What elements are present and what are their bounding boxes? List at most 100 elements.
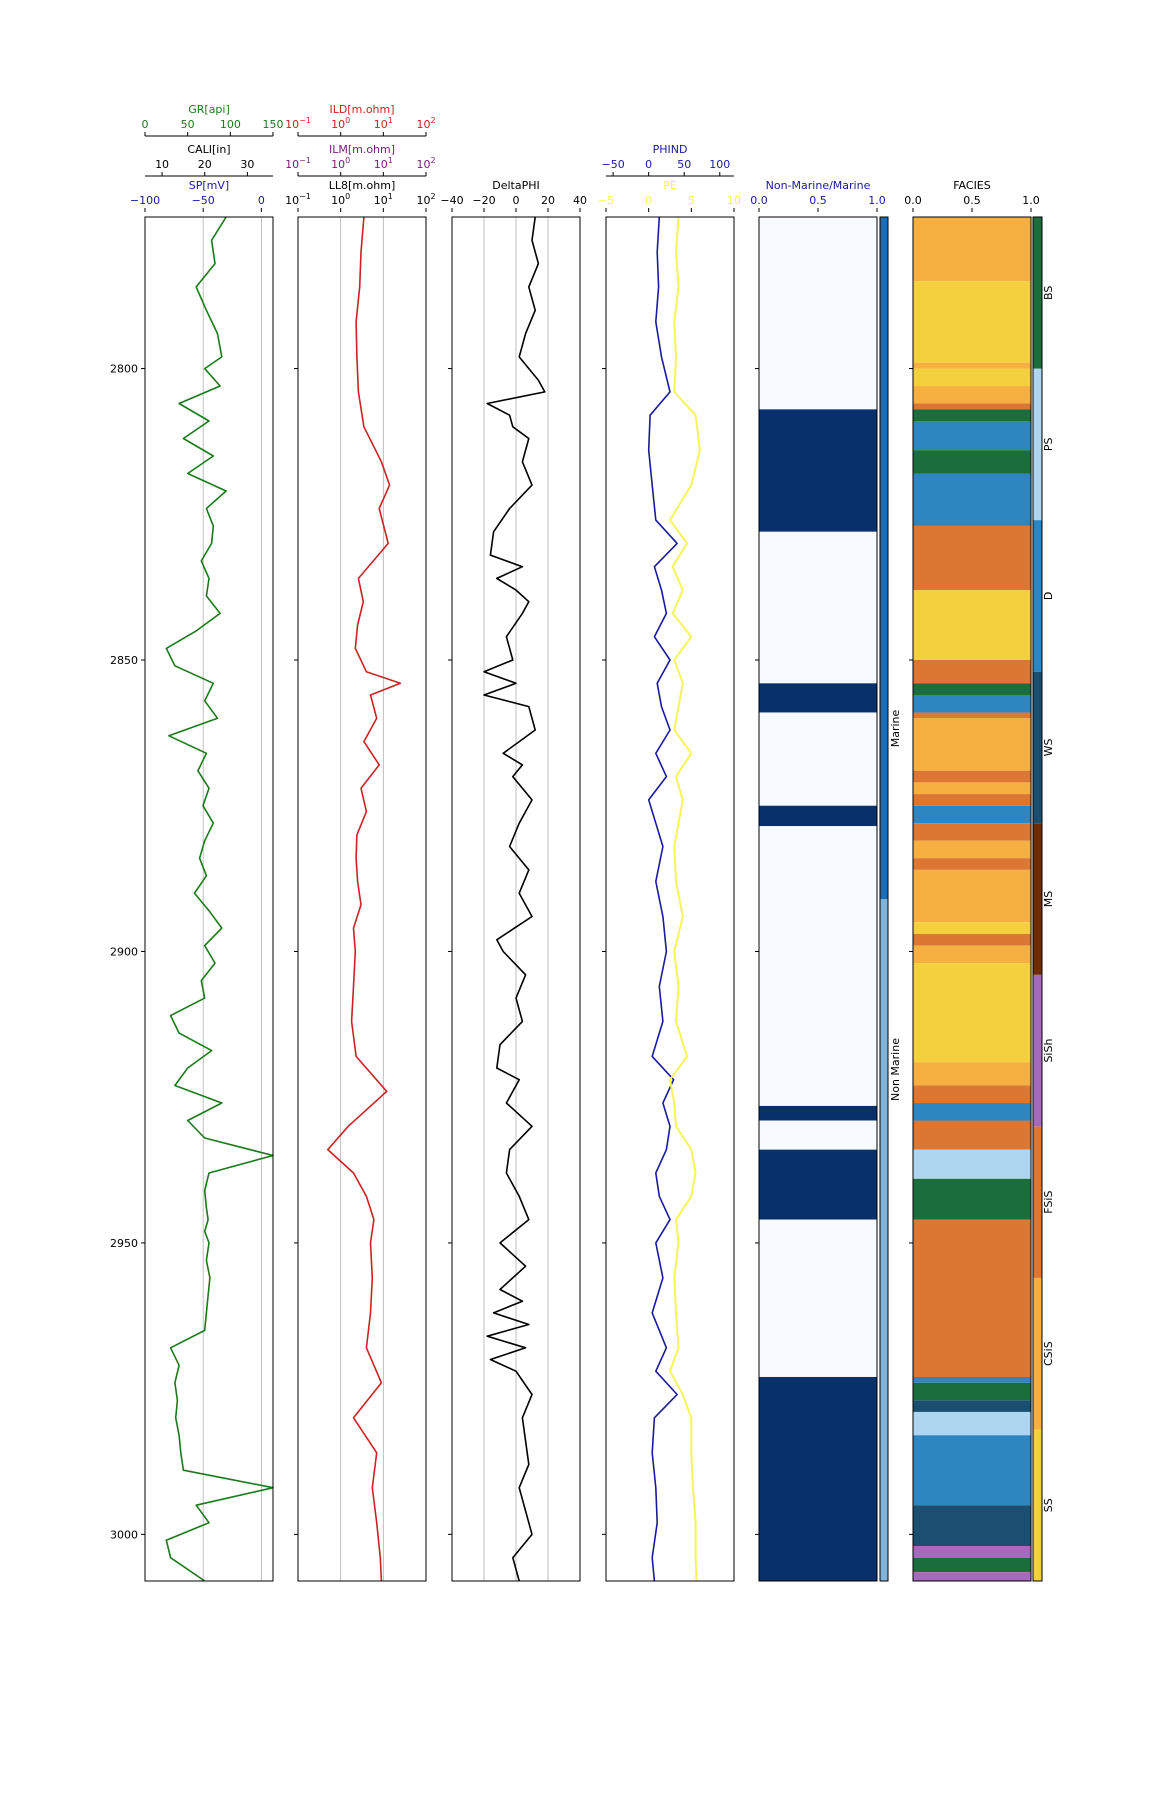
colorbar-segment [1033, 520, 1042, 672]
colorbar-segment [880, 899, 888, 1581]
interval-block [913, 1062, 1031, 1086]
interval-block [913, 1376, 1031, 1383]
tick-label: 101 [374, 156, 393, 171]
tick-label: 100 [709, 158, 730, 171]
colorbar-segment [1033, 974, 1042, 1127]
axis-ild-m-ohm-: 10−1 100 101 102 ILD[m.ohm] [285, 103, 436, 137]
colorbar-frame [1032, 216, 1043, 1582]
axis-gr-api-: 0 50 100 150 GR[api] [142, 103, 284, 137]
track-frame [912, 216, 1032, 1582]
axis-title: DeltaPHI [492, 179, 540, 192]
interval-block [913, 782, 1031, 795]
interval-block [759, 805, 877, 827]
axis-title: ILD[m.ohm] [329, 103, 394, 116]
interval-block [913, 660, 1031, 684]
colorbar-segment [1033, 1126, 1042, 1278]
tick-label: −40 [440, 194, 463, 207]
interval-block [913, 1149, 1031, 1179]
colorbar-label: CSiS [1042, 1341, 1055, 1366]
tick-label: 50 [677, 158, 691, 171]
interval-block [913, 409, 1031, 422]
colorbar-segment [1033, 1277, 1042, 1430]
tick-label: 5 [688, 194, 695, 207]
depth-tick-label: 3000 [110, 1528, 138, 1541]
interval-block [913, 1435, 1031, 1506]
interval-block [759, 1149, 877, 1220]
colorbar-label: Marine [889, 709, 902, 747]
tick-label: 10−1 [285, 156, 311, 171]
tick-label: 100 [331, 156, 350, 171]
interval-block [913, 770, 1031, 783]
axis-pe: −5 0 5 10 PE [598, 179, 741, 212]
axis-title: ILM[m.ohm] [329, 143, 395, 156]
axis-title: PE [663, 179, 677, 192]
tick-label: 0.0 [750, 194, 768, 207]
tick-label: −5 [598, 194, 614, 207]
interval-block [913, 368, 1031, 387]
colorbar-label: D [1042, 592, 1055, 600]
interval-block [759, 217, 877, 410]
curve-phind [647, 216, 678, 1582]
tick-label: 102 [416, 156, 435, 171]
interval-block [913, 869, 1031, 923]
interval-block [913, 525, 1031, 591]
tick-label: −50 [192, 194, 215, 207]
colorbar-label: WS [1042, 738, 1055, 756]
interval-block [913, 1557, 1031, 1573]
interval-block [913, 794, 1031, 806]
interval-block [913, 1400, 1031, 1412]
axis-deltaphi: −40 −20 0 20 40 DeltaPHI [440, 179, 587, 212]
track-frame [144, 216, 274, 1582]
axis-title: FACIES [953, 179, 991, 192]
axis-phind: −50 0 50 100 PHIND [602, 143, 734, 177]
interval-block [759, 1105, 877, 1121]
axis-title: Non-Marine/Marine [766, 179, 871, 192]
colorbar-label: SS [1042, 1498, 1055, 1512]
tick-label: 100 [220, 118, 241, 131]
colorbar-segment [880, 217, 888, 899]
tick-label: 1.0 [1022, 194, 1040, 207]
interval-block [913, 1505, 1031, 1547]
tick-label: 0 [513, 194, 520, 207]
curve-gr-api- [165, 216, 274, 1582]
colorbar-segment [1033, 368, 1042, 521]
tick-label: 0 [142, 118, 149, 131]
depth-tick-label: 2900 [110, 945, 138, 958]
tick-label: 10−1 [285, 192, 311, 207]
interval-block [913, 450, 1031, 474]
interval-block [913, 963, 1031, 1063]
axis-title: PHIND [653, 143, 688, 156]
track-5: 0.0 0.5 1.0 Non-Marine/Marine [750, 179, 886, 1582]
interval-block [913, 590, 1031, 661]
tick-label: 100 [331, 192, 350, 207]
interval-block [913, 712, 1031, 719]
curve-deltaphi [483, 216, 546, 1582]
tick-label: 30 [240, 158, 254, 171]
interval-block [913, 718, 1031, 771]
facies-colorbar: SS CSiS FSiS SiSh MS WS D PS BS [1032, 216, 1055, 1582]
interval-block [913, 1411, 1031, 1436]
tick-label: 0.5 [809, 194, 827, 207]
tick-label: 150 [263, 118, 284, 131]
colorbar-segment [1033, 671, 1042, 824]
track-frame [605, 216, 735, 1582]
track-frame [297, 216, 427, 1582]
colorbar-label: FSiS [1042, 1191, 1055, 1214]
interval-block [913, 421, 1031, 451]
tick-label: 101 [374, 192, 393, 207]
tick-label: 1.0 [868, 194, 886, 207]
tick-label: −20 [472, 194, 495, 207]
interval-block [759, 1376, 877, 1581]
track-frame [451, 216, 581, 1582]
track-3: −40 −20 0 20 40 DeltaPHI [440, 179, 587, 1582]
axis-facies: 0.0 0.5 1.0 FACIES [904, 179, 1040, 212]
colorbar-label: Non Marine [889, 1038, 902, 1101]
tick-label: 20 [198, 158, 212, 171]
tick-label: 40 [573, 194, 587, 207]
marine-colorbar: Marine Non Marine [879, 216, 902, 1582]
interval-block [913, 217, 1031, 282]
axis-title: LL8[m.ohm] [329, 179, 395, 192]
interval-block [913, 858, 1031, 870]
tick-label: 0 [645, 194, 652, 207]
